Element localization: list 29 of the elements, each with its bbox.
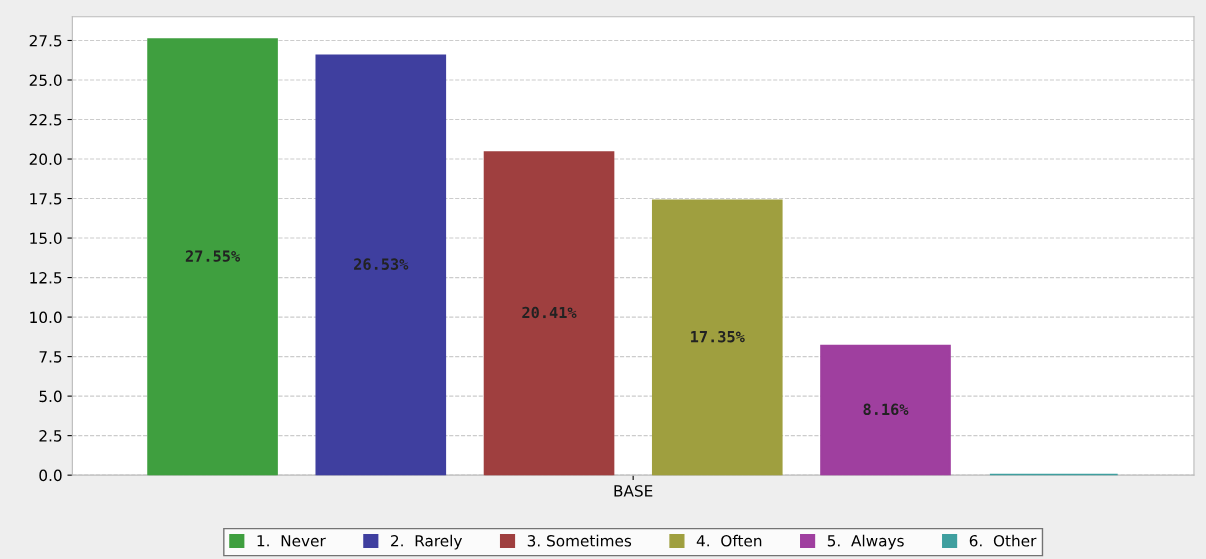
y-tick-label: 10.0 [30,311,62,324]
y-tick-label: 27.5 [29,34,62,47]
x-tick-label: BASE [614,485,653,497]
data-label: 8.16% [863,403,909,416]
y-tick-label: 12.5 [30,272,62,284]
y-tick-label: 7.5 [39,351,62,363]
legend-label: 1. Never [257,535,326,547]
y-tick-label: 20.0 [29,153,62,166]
bar [315,54,447,476]
bar [483,151,615,476]
y-tick-label: 0.0 [39,469,62,482]
data-label: 20.41% [522,306,577,319]
legend-label: 5. Always [827,534,904,550]
legend-label: 6. Other [969,534,1037,547]
bar [820,344,951,476]
y-tick-label: 25.0 [29,74,62,87]
y-tick-label: 15.0 [30,232,62,245]
bar [651,199,783,476]
legend-label: 3. Sometimes [527,534,632,547]
data-label: 17.35% [691,330,745,343]
data-label: 27.55% [185,250,241,262]
bar [147,38,278,476]
legend-label: 4. Often [696,534,762,547]
y-tick-label: 17.5 [30,193,62,205]
y-tick-label: 2.5 [39,430,62,442]
y-tick-label: 22.5 [29,113,62,126]
y-tick-label: 5.0 [39,390,62,403]
data-label: 26.53% [354,258,409,270]
legend-label: 2. Rarely [391,534,463,550]
